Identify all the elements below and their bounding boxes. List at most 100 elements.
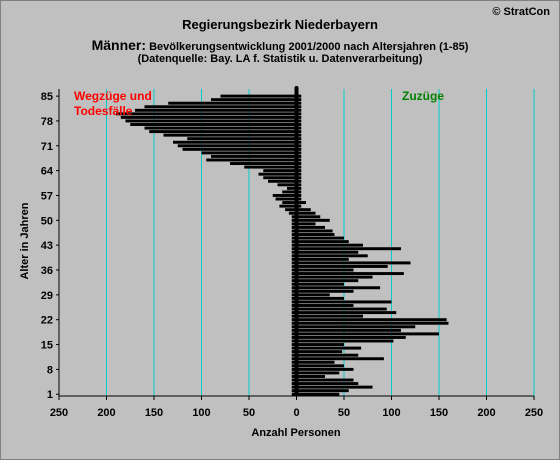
bar (291, 343, 297, 347)
y-tick-label: 57 (41, 190, 53, 202)
bar (296, 172, 302, 176)
bar (291, 328, 297, 332)
bar (291, 296, 297, 300)
bar (282, 201, 297, 205)
bar (291, 218, 297, 222)
y-tick-label: 71 (41, 141, 53, 153)
bar (296, 158, 302, 162)
bar (291, 304, 297, 307)
bar (296, 144, 302, 148)
bar (296, 375, 325, 378)
x-tick-label: 250 (50, 407, 68, 419)
bar (296, 350, 343, 354)
bar (291, 293, 297, 297)
bar (296, 282, 344, 286)
bar (296, 268, 354, 272)
bar (296, 204, 302, 208)
y-tick-label: 29 (41, 290, 53, 302)
bar (291, 321, 297, 325)
y-tick-label: 1 (47, 389, 53, 401)
bar (291, 261, 297, 265)
x-tick-label: 200 (477, 407, 495, 419)
bar (296, 229, 333, 233)
bar (277, 183, 297, 187)
bar (263, 176, 297, 180)
bar (296, 119, 302, 123)
bar (291, 332, 297, 336)
bar (296, 286, 381, 290)
bar (296, 94, 302, 98)
bar (287, 186, 297, 190)
bar (291, 389, 297, 393)
bar (296, 293, 330, 297)
x-tick-label: 200 (97, 407, 115, 419)
bar (291, 353, 297, 357)
bar (296, 140, 302, 144)
chart-title: Regierungsbezirk Niederbayern (182, 17, 378, 32)
bar (296, 307, 387, 311)
bar (296, 201, 306, 205)
copyright-notice: © StratCon (492, 6, 550, 18)
bar (296, 335, 406, 339)
bar (291, 233, 297, 236)
bar (291, 286, 297, 290)
bar (296, 343, 344, 347)
bar (296, 112, 302, 116)
bar (291, 371, 297, 375)
bar (211, 154, 297, 158)
bar (272, 193, 297, 197)
bar (187, 137, 297, 141)
bar (291, 250, 297, 254)
x-tick-label: 150 (145, 407, 163, 419)
bar (291, 318, 297, 322)
bar (296, 115, 302, 119)
bar (291, 311, 297, 315)
bar (296, 179, 302, 183)
bar (291, 282, 297, 286)
bar (291, 307, 297, 311)
bar (220, 94, 297, 98)
chart-source: (Datenquelle: Bay. LA f. Statistik u. Da… (137, 53, 423, 65)
bar (296, 357, 384, 361)
bar (296, 257, 349, 261)
bar (296, 211, 316, 215)
bar (291, 350, 297, 354)
bar (296, 147, 302, 151)
subtitle-text: Bevölkerungsentwicklung 2001/2000 nach A… (146, 41, 469, 53)
bar (296, 346, 362, 350)
bar (296, 236, 344, 240)
bar (296, 250, 359, 254)
bar (296, 389, 349, 393)
center-axis (294, 86, 299, 396)
y-tick-label: 64 (41, 166, 54, 178)
bar (285, 208, 297, 212)
bar (135, 108, 297, 112)
bar (230, 162, 297, 166)
bar (211, 98, 297, 102)
bar (296, 123, 302, 126)
bar (296, 392, 340, 396)
bar (296, 360, 335, 364)
bar (291, 382, 297, 386)
bar (291, 357, 297, 361)
annotation-inflow: Zuzüge (402, 89, 444, 103)
bar (296, 279, 359, 283)
bar (296, 154, 302, 158)
y-tick-label: 43 (41, 240, 53, 252)
y-tick-label: 85 (41, 91, 53, 103)
bar (296, 105, 302, 109)
bar (296, 353, 359, 357)
bar (296, 364, 344, 368)
bar (296, 311, 397, 315)
bar (130, 123, 297, 126)
bar (296, 130, 302, 134)
bar (177, 144, 297, 148)
x-tick-label: 250 (525, 407, 543, 419)
bar (296, 328, 401, 332)
y-tick-label: 50 (41, 215, 53, 227)
bar (296, 289, 354, 293)
bar (116, 112, 297, 116)
x-tick-label: 100 (382, 407, 400, 419)
bar (291, 300, 297, 304)
bar (296, 101, 302, 105)
